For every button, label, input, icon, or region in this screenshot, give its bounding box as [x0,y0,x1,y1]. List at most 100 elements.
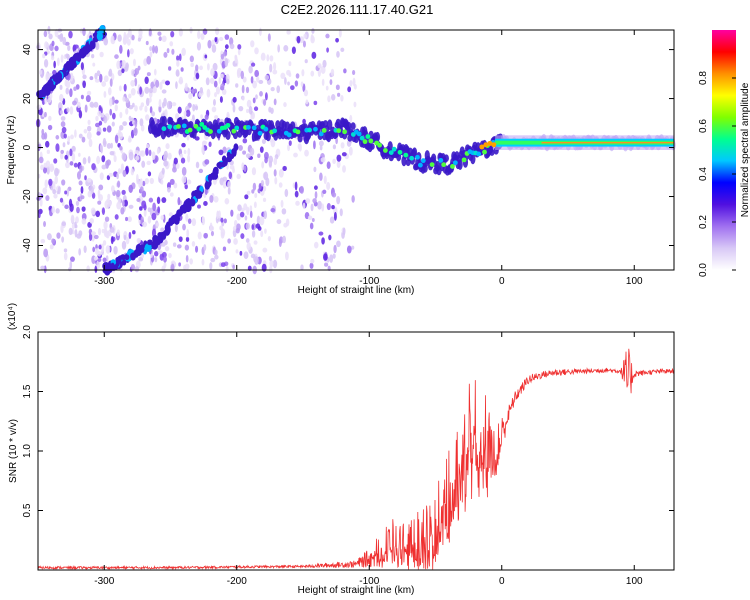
noise-dot [147,207,151,213]
carrier-halo [470,154,476,165]
noise-dot [280,199,284,208]
noise-dot [332,158,336,164]
noise-dot [64,190,68,195]
noise-dot [198,168,204,174]
noise-dot [204,54,208,59]
noise-dot [81,206,86,212]
noise-dot [249,147,255,156]
noise-dot [348,146,353,156]
noise-dot [70,134,74,140]
noise-dot [214,92,217,98]
noise-dot [96,70,101,77]
noise-dot [140,124,145,132]
carrier-core [420,158,426,164]
noise-dot [270,87,275,92]
carrier-core [176,124,181,129]
noise-dot [139,206,143,211]
lower-ghost-dot [119,254,126,260]
noise-dot [130,69,135,77]
upper-ghost-dot [93,31,98,40]
noise-dot [138,256,144,262]
colorbar-ticks: 0.0 0.2 0.4 0.6 0.8 [698,71,736,277]
noise-dot [251,224,255,230]
noise-dot [46,149,51,154]
noise-dot [335,37,339,43]
noise-dot [98,105,102,111]
carrier-core [391,146,397,152]
noise-dot [87,119,91,126]
noise-dot [273,98,277,106]
noise-dot [43,248,49,258]
noise-dot [222,146,227,154]
noise-dot [130,168,135,176]
noise-dot [219,225,223,231]
noise-dot [226,78,230,85]
noise-dot [220,231,225,239]
noise-dot [80,62,84,71]
noise-dot [160,179,164,185]
noise-dot [99,172,104,181]
noise-dot [161,79,166,84]
noise-dot [161,101,165,109]
noise-dot [318,140,324,147]
noise-dot [95,115,99,122]
noise-dot [185,254,189,263]
colorbar-tick-label: 0.2 [698,215,709,229]
snr-multiplier: (x10⁴) [7,303,18,330]
noise-dot [264,156,268,164]
noise-dot [118,85,122,92]
noise-dot [65,161,70,169]
noise-dot [261,263,267,272]
noise-dot [321,203,325,212]
noise-dot [145,40,149,46]
noise-dot [284,77,287,85]
noise-dot [71,222,75,230]
carrier-core [313,126,318,132]
noise-dot [144,177,149,185]
noise-dot [121,68,125,74]
noise-dot [87,156,91,164]
noise-dot [248,105,253,115]
noise-dot [261,138,266,145]
noise-dot [218,77,222,85]
noise-dot [349,79,353,87]
x-tick-label: 0 [499,576,505,587]
noise-dot [163,51,168,58]
noise-dot [152,202,157,212]
noise-dot [44,111,47,118]
carrier-peak [479,144,485,150]
noise-dot [59,197,64,203]
noise-dot [296,35,301,44]
noise-dot [152,45,156,54]
carrier-core [251,125,257,131]
noise-dot [154,257,158,263]
carrier-halo [265,131,271,142]
spectrogram-x-label: Height of straight line (km) [298,285,415,296]
noise-dot [173,182,178,189]
noise-dot [57,186,61,195]
noise-dot [48,33,53,40]
noise-dot [100,112,105,118]
noise-dot [331,93,336,101]
noise-dot [230,209,234,217]
x-tick-label: -300 [94,576,114,587]
noise-dot [156,148,160,155]
noise-dot [332,144,337,150]
noise-dot [69,88,73,98]
noise-dot [42,166,48,174]
noise-dot [336,160,341,168]
noise-dot [252,182,257,191]
noise-dot [134,67,140,76]
noise-dot [227,187,231,195]
noise-dot [59,110,64,115]
noise-dot [179,153,184,158]
lower-ghost-dot [124,254,130,261]
noise-dot [87,125,92,132]
noise-dot [102,257,107,263]
noise-dot [184,184,188,190]
noise-dot [229,43,235,50]
y-tick-label: -20 [22,189,33,204]
carrier-halo [457,159,463,171]
noise-dot [107,193,111,200]
